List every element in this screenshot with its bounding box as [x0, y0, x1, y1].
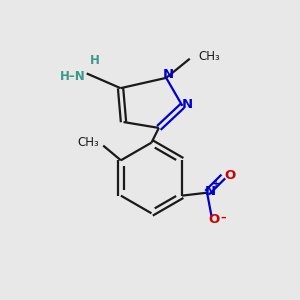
- Text: O: O: [224, 169, 236, 182]
- Text: +: +: [212, 179, 220, 190]
- Text: N: N: [205, 185, 216, 198]
- Text: N: N: [163, 68, 174, 81]
- Text: N: N: [182, 98, 193, 111]
- Text: –: –: [220, 213, 226, 223]
- Text: CH₃: CH₃: [198, 50, 220, 63]
- Text: H: H: [90, 54, 100, 67]
- Text: O: O: [209, 213, 220, 226]
- Text: CH₃: CH₃: [77, 136, 99, 149]
- Text: H–N: H–N: [59, 70, 85, 83]
